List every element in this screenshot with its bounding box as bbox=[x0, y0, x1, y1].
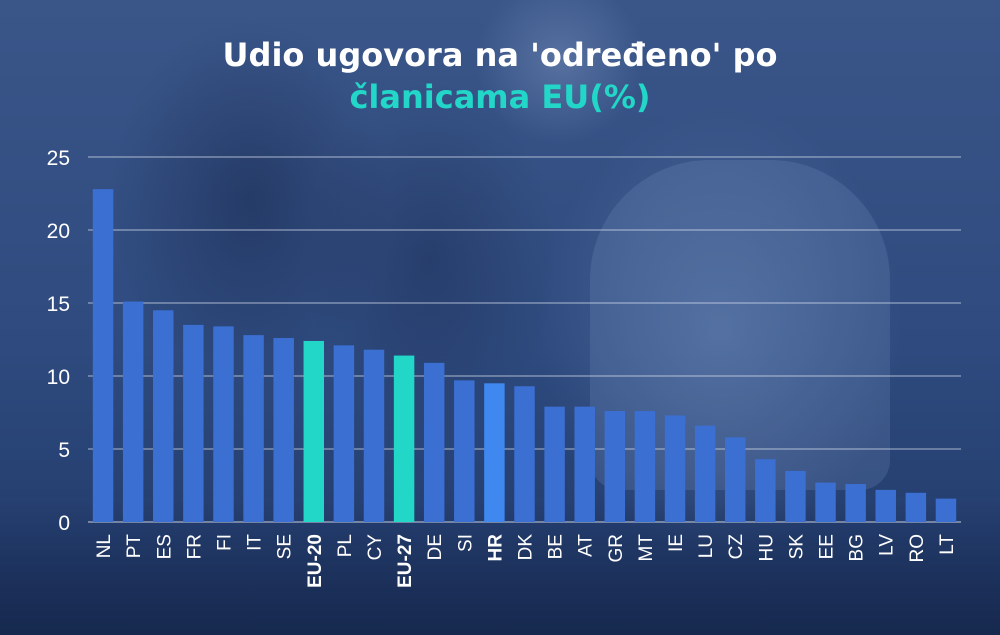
x-tick-label: RO bbox=[907, 534, 928, 563]
x-tick-label: AT bbox=[576, 534, 597, 557]
x-tick-label: HR bbox=[485, 534, 506, 562]
bars bbox=[92, 189, 957, 522]
bar-hu bbox=[755, 459, 776, 522]
bar-dk bbox=[514, 386, 535, 522]
y-tick-label: 0 bbox=[58, 512, 70, 535]
bar-ee bbox=[815, 482, 836, 522]
x-tick-label: MT bbox=[636, 534, 657, 562]
x-tick-label: BE bbox=[546, 534, 567, 559]
bar-gr bbox=[604, 411, 626, 522]
x-tick-label: PL bbox=[335, 534, 356, 557]
x-tick-label: SI bbox=[455, 534, 476, 552]
x-tick-label: EE bbox=[817, 534, 838, 559]
bar-eu-20 bbox=[303, 340, 325, 522]
y-axis: 0 5 10 15 20 25 bbox=[47, 147, 70, 535]
chart-title-line1: Udio ugovora na 'određeno' po bbox=[222, 36, 778, 74]
bar-cy bbox=[363, 349, 385, 522]
x-tick-label: GR bbox=[606, 534, 627, 563]
bar-eu-27 bbox=[393, 355, 415, 522]
bar-it bbox=[243, 335, 264, 522]
bar-be bbox=[544, 406, 565, 522]
x-tick-label: PT bbox=[124, 534, 145, 559]
x-tick-label: LV bbox=[877, 534, 898, 556]
bar-ie bbox=[664, 415, 686, 522]
x-tick-label: CY bbox=[365, 534, 386, 561]
bar-lt bbox=[935, 498, 957, 522]
bar-nl bbox=[92, 189, 114, 522]
y-tick-label: 20 bbox=[47, 220, 70, 243]
x-tick-label: EU-20 bbox=[305, 534, 326, 588]
bar-es bbox=[153, 310, 174, 522]
bar-pt bbox=[122, 301, 144, 522]
y-tick-label: 5 bbox=[58, 439, 70, 462]
bar-ro bbox=[905, 492, 927, 522]
bar-lu bbox=[694, 425, 716, 522]
y-tick-label: 15 bbox=[47, 293, 70, 316]
x-axis: NL PT ES FR FI IT SE EU-20 PL CY EU-27 DE SI HR DK BE AT… bbox=[94, 534, 958, 588]
x-tick-label: CZ bbox=[726, 534, 747, 560]
bar-cz bbox=[724, 437, 746, 522]
x-tick-label: SK bbox=[786, 534, 807, 560]
x-tick-label: FR bbox=[184, 534, 205, 559]
bar-de bbox=[423, 362, 445, 522]
bar-mt bbox=[634, 411, 656, 522]
x-tick-label: SE bbox=[275, 534, 296, 559]
chart-title-line2: članicama EU(%) bbox=[349, 78, 651, 116]
bar-si bbox=[454, 380, 475, 522]
bar-pl bbox=[333, 345, 355, 522]
x-tick-label: NL bbox=[94, 534, 115, 558]
y-tick-label: 25 bbox=[47, 147, 70, 170]
x-tick-label: FI bbox=[214, 534, 235, 551]
x-tick-label: IE bbox=[666, 534, 687, 552]
bar-fr bbox=[183, 324, 204, 522]
x-tick-label: EU-27 bbox=[395, 534, 416, 588]
bar-at bbox=[574, 406, 595, 522]
x-tick-label: BG bbox=[847, 534, 868, 561]
bar-bg bbox=[845, 484, 866, 522]
bar-lv bbox=[875, 489, 896, 522]
x-tick-label: DK bbox=[516, 534, 537, 561]
chart-title: Udio ugovora na 'određeno' po članicama … bbox=[0, 34, 1000, 118]
bar-sk bbox=[785, 470, 806, 522]
x-tick-label: LT bbox=[937, 534, 958, 555]
x-tick-label: ES bbox=[154, 534, 175, 559]
bar-se bbox=[273, 338, 294, 522]
bar-fi bbox=[213, 326, 234, 522]
y-tick-label: 10 bbox=[47, 366, 70, 389]
x-tick-label: IT bbox=[245, 534, 266, 551]
x-tick-label: DE bbox=[425, 534, 446, 560]
x-tick-label: HU bbox=[756, 534, 777, 561]
bar-hr bbox=[484, 383, 505, 522]
x-tick-label: LU bbox=[696, 534, 717, 558]
